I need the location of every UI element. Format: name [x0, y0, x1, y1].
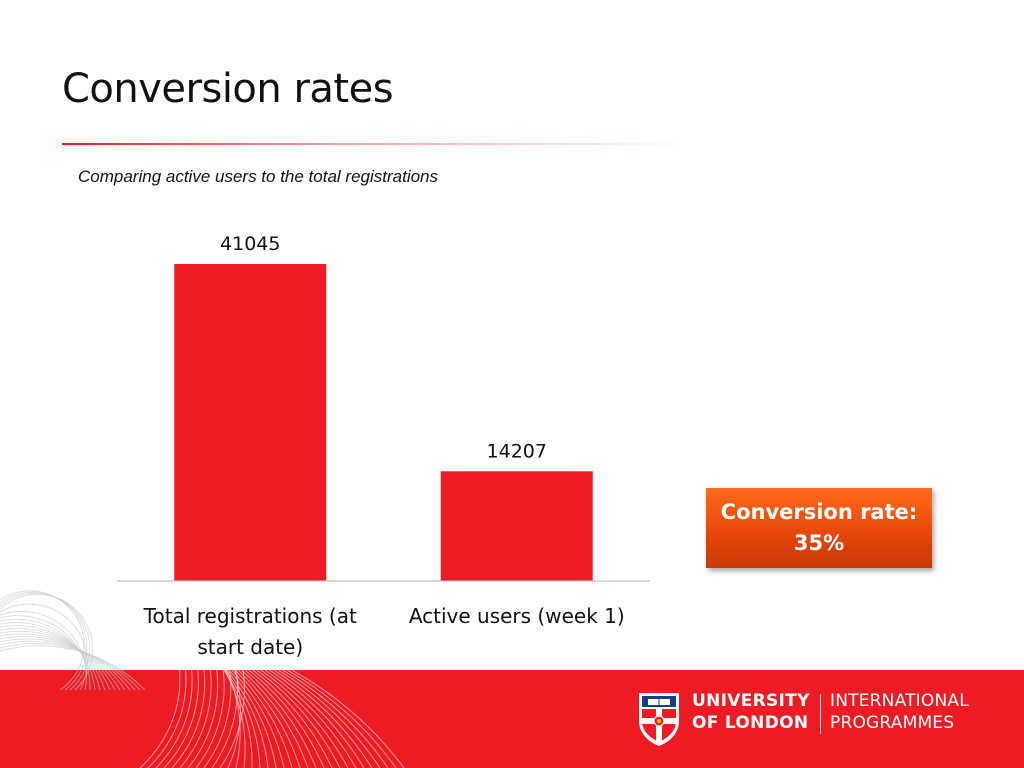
footer-arc	[228, 670, 277, 768]
footer-arc	[272, 670, 373, 768]
category-label-1-line-0: Active users (week 1)	[409, 604, 625, 628]
footer-arc	[224, 670, 261, 768]
footer-arc	[255, 670, 341, 768]
footer-arc	[247, 670, 325, 768]
upper-arc	[0, 622, 101, 690]
upper-arc	[0, 638, 131, 690]
footer-arc	[223, 670, 253, 768]
bar-chart: 41045 Total registrations (at start date) 1…	[117, 233, 650, 659]
footer-arc	[195, 670, 225, 768]
footer-arc	[230, 670, 285, 768]
footer-arc	[223, 670, 246, 768]
footer-arc	[225, 670, 241, 768]
footer-arc	[233, 670, 293, 768]
footer-arc	[139, 670, 181, 768]
footer-arc	[237, 670, 301, 768]
upper-arc	[0, 633, 121, 690]
conversion-rate-callout: Conversion rate: 35%	[706, 488, 932, 568]
chart-subtitle: Comparing active users to the total regi…	[78, 167, 439, 186]
footer-arc	[179, 670, 212, 768]
upper-arc	[0, 635, 126, 690]
data-label-1: 14207	[487, 440, 547, 462]
footer-arc	[268, 670, 365, 768]
footer-arc	[264, 670, 357, 768]
category-label-0-line-0: Total registrations (at	[143, 604, 357, 628]
upper-arc	[0, 610, 87, 690]
logo-university-text: UNIVERSITY	[692, 691, 810, 711]
bar-0	[174, 264, 327, 581]
callout-value: 35%	[793, 531, 845, 555]
upper-arc	[0, 592, 91, 690]
footer-arc	[227, 670, 241, 768]
slide-title: Conversion rates	[62, 66, 394, 112]
footer-arc	[203, 670, 232, 768]
footer-arc	[171, 670, 206, 768]
bar-1	[440, 471, 593, 581]
footer-arc	[240, 670, 309, 768]
footer-arc	[163, 670, 199, 768]
footer-band	[0, 670, 1024, 768]
footer-arc	[226, 670, 269, 768]
programme-programmes-text: PROGRAMMES	[830, 713, 955, 733]
upper-arc	[0, 640, 136, 690]
university-crest-icon	[639, 693, 679, 746]
decorative-arcs-upper-icon	[0, 590, 146, 690]
footer-arc	[286, 670, 397, 768]
upper-arc	[0, 590, 85, 690]
upper-arc	[0, 625, 106, 690]
footer-arc	[277, 670, 381, 768]
footer-arc	[244, 670, 317, 768]
logo-divider	[820, 694, 821, 734]
logo-of-london-text: OF LONDON	[692, 713, 809, 733]
upper-arc	[0, 643, 141, 690]
decorative-arcs-icon	[139, 670, 405, 768]
footer-arc	[281, 670, 389, 768]
footer-arc	[211, 670, 239, 768]
category-label-0-line-1: start date)	[197, 635, 303, 659]
title-underline	[62, 143, 692, 145]
upper-arc	[0, 645, 146, 690]
upper-arc	[0, 630, 116, 690]
footer-arc	[259, 670, 349, 768]
footer-arc	[147, 670, 187, 768]
callout-label: Conversion rate:	[720, 500, 918, 524]
upper-arc	[0, 593, 94, 690]
footer-arc	[290, 670, 405, 768]
upper-arc	[0, 591, 88, 690]
programme-international-text: INTERNATIONAL	[830, 691, 969, 711]
footer-arc	[187, 670, 219, 768]
upper-arc	[0, 615, 91, 690]
footer-arc	[155, 670, 193, 768]
upper-arc	[0, 618, 96, 690]
footer-arc	[251, 670, 333, 768]
data-label-0: 41045	[220, 233, 280, 255]
upper-arc	[0, 627, 111, 690]
